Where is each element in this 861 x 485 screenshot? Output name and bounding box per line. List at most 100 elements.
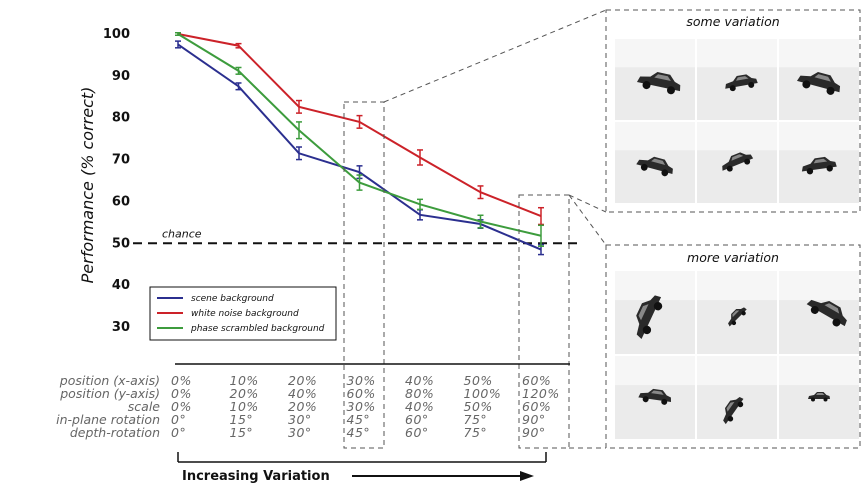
y-tick-label: 50 xyxy=(112,236,130,251)
variation-cell: 50% xyxy=(464,373,493,388)
variation-row-label: position (y-axis) xyxy=(59,386,160,401)
panel-some-title: some variation xyxy=(686,14,779,29)
variation-cell: 30° xyxy=(288,412,312,427)
error-bar xyxy=(417,149,423,166)
variation-cell: 0% xyxy=(171,386,192,401)
variation-cell: 15° xyxy=(230,412,254,427)
highlight-box-30pct xyxy=(343,101,385,449)
thumbnail xyxy=(615,122,695,203)
car-icon xyxy=(723,397,744,425)
panel-more-frame xyxy=(605,244,861,449)
variation-cell: 0° xyxy=(171,412,186,427)
y-tick-label: 40 xyxy=(112,278,130,293)
y-ticks: 30 40 50 60 70 80 90 100 xyxy=(103,27,130,335)
car-icon xyxy=(796,71,841,95)
y-axis-label: Performance (% correct) xyxy=(78,87,97,284)
variation-row-label: scale xyxy=(128,399,161,414)
error-bar xyxy=(235,42,242,49)
connector-some-1 xyxy=(383,9,607,103)
variation-cell: 60° xyxy=(405,412,429,427)
car-icon xyxy=(808,392,830,402)
variation-cell: 75° xyxy=(464,425,488,440)
variation-cell: 0% xyxy=(171,373,192,388)
variation-cell: 60% xyxy=(522,373,551,388)
error-bar xyxy=(175,40,181,49)
error-bar xyxy=(477,185,484,200)
thumbnail xyxy=(697,39,777,120)
error-bar xyxy=(235,66,242,75)
series-1 xyxy=(175,31,544,226)
variation-cell: 90° xyxy=(522,412,546,427)
variation-cell: 20% xyxy=(230,386,259,401)
variation-cell: 0° xyxy=(171,425,186,440)
variation-cell: 60° xyxy=(405,425,429,440)
variation-cell: 20% xyxy=(288,399,317,414)
panel-more-title: more variation xyxy=(687,250,779,265)
thumbnail xyxy=(615,39,695,120)
image-grid-some xyxy=(615,39,859,203)
variation-cell: 45° xyxy=(347,425,371,440)
connector-more-1 xyxy=(568,194,607,246)
panel-more-variation: more variation xyxy=(605,244,861,449)
variation-cell: 120% xyxy=(522,386,560,401)
variation-cell: 10% xyxy=(230,373,259,388)
variation-cell: 45° xyxy=(347,412,371,427)
plot-axes: 30 40 50 60 70 80 90 100 Performance (% correct… xyxy=(78,27,130,335)
error-bar xyxy=(477,214,484,229)
variation-cell: 40% xyxy=(405,399,434,414)
error-bar xyxy=(235,82,242,91)
error-bar xyxy=(356,114,363,129)
thumbnail xyxy=(615,356,695,439)
error-bar xyxy=(417,198,423,211)
variation-row-label: position (x-axis) xyxy=(59,373,160,388)
variation-cell: 30% xyxy=(347,399,376,414)
car-icon xyxy=(728,307,747,327)
thumbnail xyxy=(779,39,859,120)
variation-cell: 30% xyxy=(347,373,376,388)
variation-table: position (x-axis) 0% 10% 20% 30% 40% 50% 60%pos… xyxy=(56,373,560,440)
variation-cell: 75° xyxy=(464,412,488,427)
thumbnail xyxy=(697,122,777,203)
thumbnail xyxy=(779,271,859,354)
variation-cell: 10% xyxy=(230,399,259,414)
error-bar xyxy=(296,121,302,140)
thumbnail xyxy=(779,356,859,439)
variation-cell: 60% xyxy=(347,386,376,401)
variation-row-label: depth-rotation xyxy=(70,425,160,440)
legend: scene background white noise background ph… xyxy=(149,286,337,341)
error-bar xyxy=(538,206,544,226)
car-icon xyxy=(801,156,837,175)
variation-cell: 60% xyxy=(522,399,551,414)
y-tick-label: 60 xyxy=(112,194,130,209)
panel-some-frame xyxy=(605,9,861,213)
car-icon xyxy=(636,72,681,95)
car-icon xyxy=(638,388,672,405)
variation-cell: 90° xyxy=(522,425,546,440)
y-tick-label: 80 xyxy=(112,111,130,126)
y-tick-label: 70 xyxy=(112,153,130,168)
error-bar xyxy=(175,31,181,37)
y-tick-label: 30 xyxy=(112,320,130,335)
thumbnail xyxy=(779,122,859,203)
variation-cell: 80% xyxy=(405,386,434,401)
variation-cell: 15° xyxy=(230,425,254,440)
legend-label: scene background xyxy=(191,294,274,304)
highlight-boxes xyxy=(343,9,607,449)
y-tick-label: 100 xyxy=(103,27,130,42)
footer-arrow-head xyxy=(520,471,534,481)
variation-cell: 20% xyxy=(288,373,317,388)
chance-label: chance xyxy=(162,227,202,240)
car-icon xyxy=(806,299,847,327)
car-icon xyxy=(636,156,673,177)
variation-cell: 40% xyxy=(405,373,434,388)
variation-cell: 40% xyxy=(288,386,317,401)
highlight-box-60pct xyxy=(518,194,570,449)
legend-label: white noise background xyxy=(191,309,299,319)
error-bar xyxy=(538,224,544,247)
footer-label: Increasing Variation xyxy=(182,469,330,484)
car-icon xyxy=(722,152,754,172)
legend-label: phase scrambled background xyxy=(190,324,325,334)
panel-some-variation: some variation xyxy=(605,9,861,213)
y-tick-label: 90 xyxy=(112,69,130,84)
